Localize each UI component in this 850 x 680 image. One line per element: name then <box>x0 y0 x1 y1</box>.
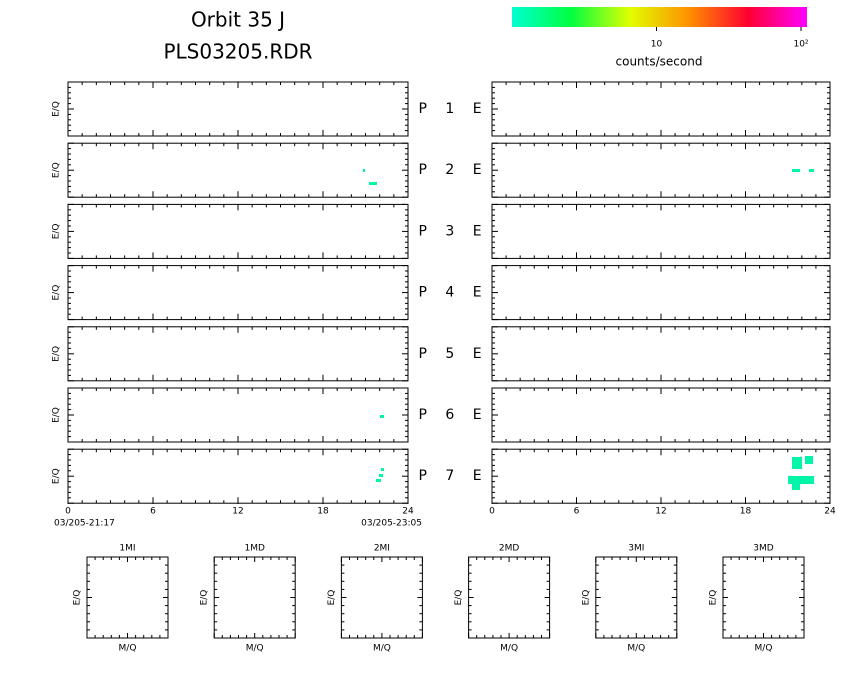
y-axis-label: E/Q <box>52 101 62 117</box>
panel-frame <box>340 556 423 639</box>
x-axis-label: M/Q <box>627 644 645 654</box>
y-axis-label: E/Q <box>52 162 62 178</box>
row-label: P 7 E <box>418 468 481 484</box>
y-axis-label: E/Q <box>73 590 83 606</box>
y-axis-label: E/Q <box>52 468 62 484</box>
y-axis-label: E/Q <box>581 590 591 606</box>
x-tick-label: 0 <box>65 507 71 517</box>
row-label: P 6 E <box>418 407 481 423</box>
detection <box>788 476 814 484</box>
detection <box>792 169 800 172</box>
time-end: 03/205-23:05 <box>361 519 422 529</box>
panel-frame <box>491 326 831 382</box>
panel-frame <box>491 142 831 198</box>
y-axis-label: E/Q <box>52 407 62 423</box>
x-axis-label: M/Q <box>119 644 137 654</box>
panel-frame <box>67 326 409 382</box>
row-label: P 3 E <box>418 223 481 239</box>
detection <box>379 474 383 477</box>
panel-frame <box>491 203 831 259</box>
detection <box>792 457 802 469</box>
x-tick-label: 18 <box>317 507 329 517</box>
y-axis-label: E/Q <box>709 590 719 606</box>
row-label: P 1 E <box>418 101 481 117</box>
detection <box>805 456 813 464</box>
panel-frame <box>67 81 409 137</box>
x-tick-label: 12 <box>655 507 666 517</box>
detections <box>363 169 814 490</box>
x-axis-label: M/Q <box>755 644 773 654</box>
colorbar-tick-label: 10 <box>651 40 663 50</box>
x-tick-label: 12 <box>232 507 243 517</box>
row-label: P 4 E <box>418 285 481 301</box>
x-tick-label: 24 <box>824 507 836 517</box>
row-label: P 5 E <box>418 346 481 362</box>
row-label: P 2 E <box>418 162 481 178</box>
x-tick-label: 24 <box>402 507 414 517</box>
x-axis-label: M/Q <box>246 644 264 654</box>
y-axis-label: E/Q <box>52 223 62 239</box>
detection <box>363 169 365 172</box>
x-tick-label: 18 <box>740 507 752 517</box>
x-axis-label: M/Q <box>500 644 518 654</box>
panel-frame <box>67 265 409 321</box>
colorbar-tick-label: 10² <box>793 40 808 50</box>
panel-frame <box>468 556 551 639</box>
panel-frame <box>491 265 831 321</box>
small-panel-title: 2MD <box>499 544 519 554</box>
small-panel-title: 3MI <box>628 544 644 554</box>
panel-frame <box>722 556 805 639</box>
panel-frame <box>86 556 169 639</box>
panel-frame <box>67 448 409 504</box>
panel-frame <box>67 142 409 198</box>
title-line: Orbit 35 J <box>191 8 285 32</box>
panel-frame <box>213 556 296 639</box>
y-axis-label: E/Q <box>454 590 464 606</box>
panel-frame <box>67 203 409 259</box>
detection <box>380 415 384 418</box>
small-panel-title: 1MI <box>119 544 135 554</box>
x-axis-label: M/Q <box>373 644 391 654</box>
title-line: PLS03205.RDR <box>163 40 312 64</box>
y-axis-label: E/Q <box>52 346 62 362</box>
y-axis-label: E/Q <box>52 285 62 301</box>
colorbar <box>512 7 807 27</box>
detection <box>809 169 814 172</box>
panel-frame <box>595 556 678 639</box>
x-tick-label: 0 <box>489 507 495 517</box>
y-axis-label: E/Q <box>327 590 337 606</box>
time-start: 03/205-21:17 <box>54 519 115 529</box>
small-panel-title: 1MD <box>244 544 264 554</box>
panel-frame <box>491 387 831 443</box>
y-axis-label: E/Q <box>200 590 210 606</box>
x-tick-label: 6 <box>574 507 580 517</box>
small-panel-title: 2MI <box>374 544 390 554</box>
panel-frame <box>491 448 831 504</box>
detection <box>792 484 800 490</box>
colorbar-label: counts/second <box>616 55 703 69</box>
panel-frame <box>67 387 409 443</box>
panel-frame <box>491 81 831 137</box>
detection <box>376 479 381 482</box>
detection <box>369 182 377 185</box>
small-panel-title: 3MD <box>753 544 773 554</box>
detection <box>381 468 384 471</box>
x-tick-label: 6 <box>150 507 156 517</box>
